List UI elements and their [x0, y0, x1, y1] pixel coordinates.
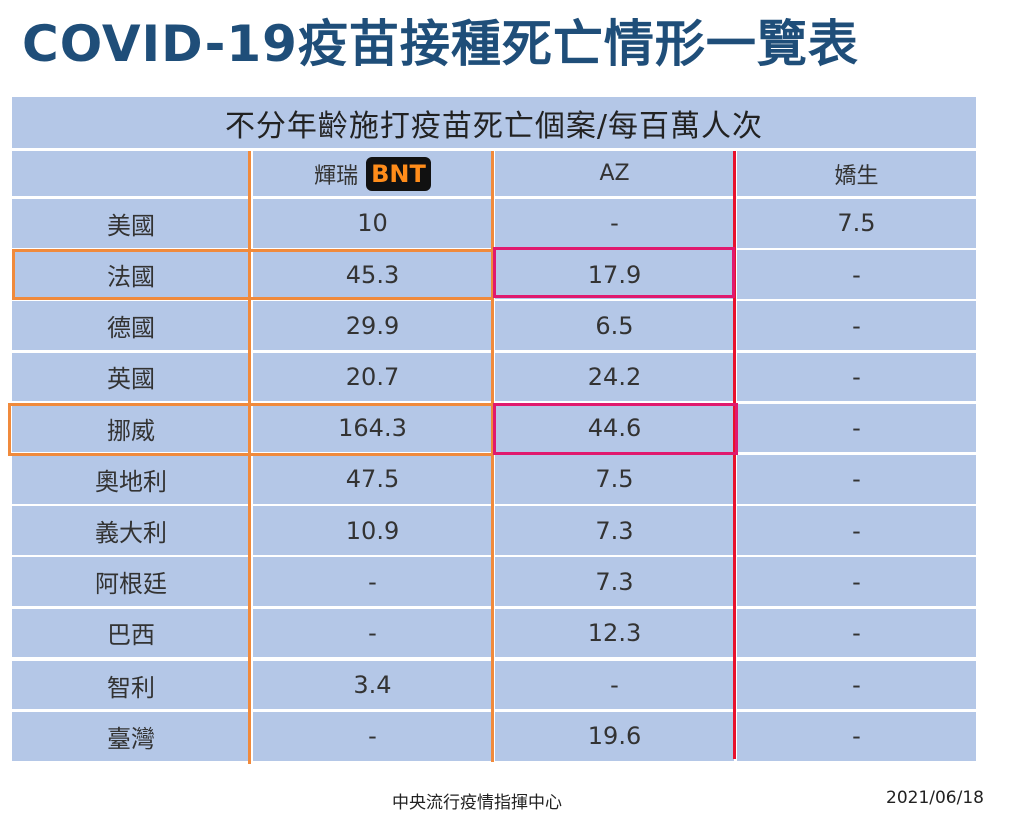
pfizer-right-line — [491, 151, 494, 762]
pfizer-value-cell: - — [253, 608, 492, 658]
country-cell: 英國 — [12, 352, 250, 402]
az-value-cell: 17.9 — [495, 250, 734, 299]
pfizer-value-cell: - — [253, 557, 492, 607]
pfizer-value-cell: 45.3 — [253, 250, 492, 299]
az-value-cell: 7.3 — [495, 557, 734, 607]
country-cell: 阿根廷 — [12, 557, 250, 607]
az-value-cell: 7.3 — [495, 506, 734, 555]
pfizer-value-cell: 10 — [253, 199, 492, 248]
jj-value-cell: - — [737, 608, 976, 658]
pfizer-value-cell: 20.7 — [253, 352, 492, 402]
jj-value-cell: - — [737, 506, 976, 555]
country-cell: 法國 — [12, 250, 250, 299]
header-pfizer: 輝瑞 BNT — [253, 151, 492, 196]
pfizer-value-cell: 10.9 — [253, 506, 492, 555]
az-value-cell: 19.6 — [495, 712, 734, 761]
az-value-cell: - — [495, 660, 734, 710]
header-az: AZ — [495, 151, 734, 196]
pfizer-value-cell: 3.4 — [253, 660, 492, 710]
country-cell: 奧地利 — [12, 455, 250, 504]
bnt-badge: BNT — [366, 156, 431, 191]
france-az-highlight — [493, 247, 735, 298]
country-cell: 德國 — [12, 301, 250, 351]
norway-pfizer-highlight — [8, 403, 494, 456]
jj-value-cell: - — [737, 712, 976, 761]
header-country-empty — [12, 151, 250, 196]
header-pfizer-label: 輝瑞 — [314, 163, 359, 189]
pfizer-value-cell: 29.9 — [253, 301, 492, 351]
source-label: 中央流行疫情指揮中心 — [392, 793, 562, 813]
jj-value-cell: - — [737, 660, 976, 710]
az-right-line — [733, 151, 736, 759]
jj-value-cell: - — [737, 301, 976, 351]
country-cell: 義大利 — [12, 506, 250, 555]
az-value-cell: 44.6 — [495, 403, 734, 453]
jj-value-cell: - — [737, 352, 976, 402]
az-value-cell: 12.3 — [495, 608, 734, 658]
pfizer-value-cell: 47.5 — [253, 455, 492, 504]
pfizer-value-cell: 164.3 — [253, 403, 492, 453]
jj-value-cell: - — [737, 557, 976, 607]
france-pfizer-highlight — [12, 249, 494, 300]
country-cell: 巴西 — [12, 608, 250, 658]
pfizer-left-line — [248, 151, 251, 764]
country-cell: 智利 — [12, 660, 250, 710]
az-value-cell: - — [495, 199, 734, 248]
az-value-cell: 7.5 — [495, 455, 734, 504]
az-value-cell: 24.2 — [495, 352, 734, 402]
country-cell: 臺灣 — [12, 712, 250, 761]
table-banner: 不分年齡施打疫苗死亡個案/每百萬人次 — [12, 97, 976, 148]
az-value-cell: 6.5 — [495, 301, 734, 351]
norway-az-highlight — [493, 403, 738, 455]
pfizer-value-cell: - — [253, 712, 492, 761]
country-cell: 挪威 — [12, 403, 250, 453]
jj-value-cell: - — [737, 403, 976, 453]
date-label: 2021/06/18 — [886, 788, 984, 808]
jj-value-cell: 7.5 — [737, 199, 976, 248]
header-jj: 嬌生 — [737, 151, 976, 196]
jj-value-cell: - — [737, 250, 976, 299]
page-title: COVID-19疫苗接種死亡情形一覽表 — [22, 15, 859, 73]
jj-value-cell: - — [737, 455, 976, 504]
country-cell: 美國 — [12, 199, 250, 248]
